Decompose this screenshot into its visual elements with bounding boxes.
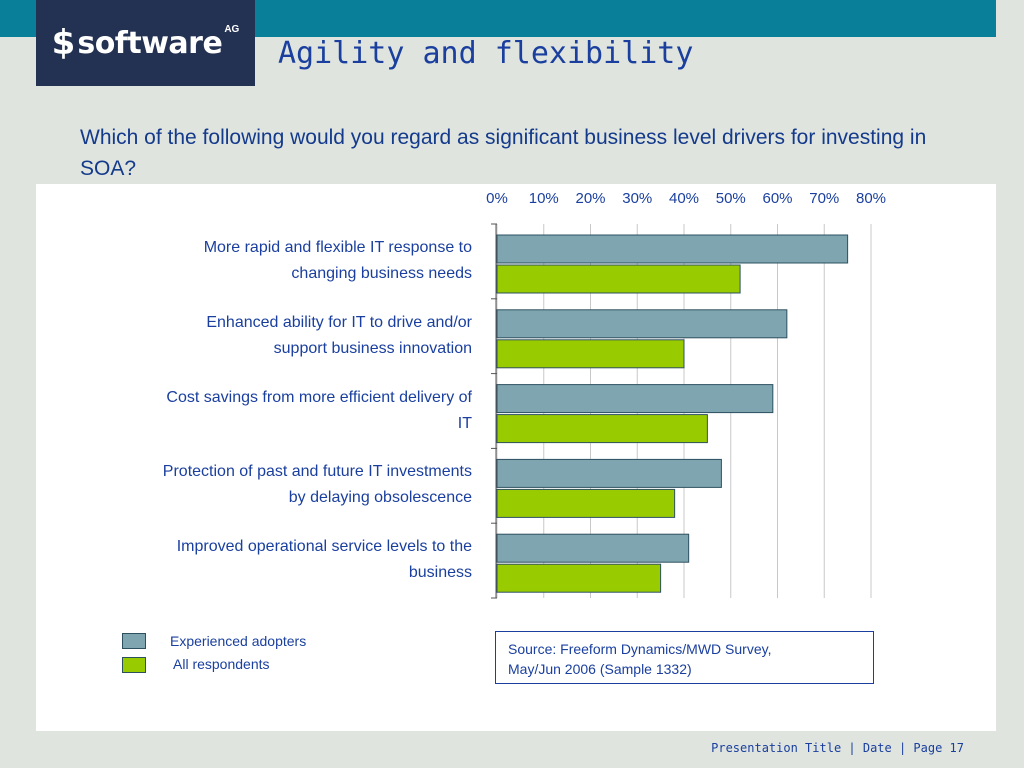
category-label-1: Enhanced ability for IT to drive and/or s… xyxy=(206,313,472,357)
x-tick-label-8: 80% xyxy=(855,190,887,207)
bar-experienced-3 xyxy=(496,458,722,488)
category-label-4: Improved operational service levels to t… xyxy=(176,538,472,582)
x-tick-label-5: 50% xyxy=(715,190,746,207)
bar-all-4 xyxy=(496,563,662,593)
x-tick-label-6: 60% xyxy=(762,190,793,207)
x-tick-label-4: 40% xyxy=(668,190,700,207)
bar-experienced-2 xyxy=(496,384,774,414)
logo-suffix: AG xyxy=(224,24,240,35)
source-line-1: Source: Freeform Dynamics/MWD Survey, xyxy=(508,641,772,657)
legend-swatch-all xyxy=(122,657,146,673)
x-tick-label-1: 10% xyxy=(528,190,559,207)
bar-experienced-4 xyxy=(496,533,690,563)
legend-label-experienced: Experienced adopters xyxy=(170,633,307,649)
x-tick-label-0: 0% xyxy=(486,190,508,207)
bar-all-1 xyxy=(496,339,685,369)
legend-swatch-experienced xyxy=(122,633,146,649)
category-label-3: Protection of past and future IT investm… xyxy=(162,463,472,507)
x-tick-label-7: 70% xyxy=(809,190,840,207)
bar-experienced-0 xyxy=(496,234,849,264)
footer: Presentation Title | Date | Page 17 xyxy=(711,741,964,755)
source-note: Source: Freeform Dynamics/MWD Survey, Ma… xyxy=(495,631,874,684)
survey-question: Which of the following would you regard … xyxy=(80,126,927,180)
bar-all-3 xyxy=(496,488,676,518)
slide-title: Agility and flexibility xyxy=(278,36,694,71)
logo-text: software xyxy=(77,25,223,61)
logo: $ software AG xyxy=(36,0,255,86)
category-label-0: More rapid and flexible IT response to ch… xyxy=(203,239,472,282)
bar-all-2 xyxy=(496,414,708,444)
x-tick-label-2: 20% xyxy=(575,190,606,207)
x-tick-label-3: 30% xyxy=(622,190,653,207)
source-line-2: May/Jun 2006 (Sample 1332) xyxy=(508,661,692,677)
bar-all-0 xyxy=(496,264,741,294)
bar-experienced-1 xyxy=(496,309,788,339)
legend-label-all: All respondents xyxy=(173,656,270,672)
logo-mark-icon: $ xyxy=(51,23,76,63)
category-label-2: Cost savings from more efficient deliver… xyxy=(166,388,472,432)
